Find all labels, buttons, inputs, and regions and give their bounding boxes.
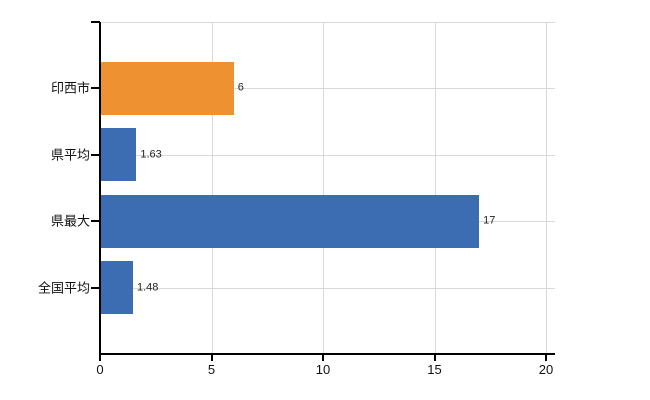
horizontal-gridline <box>100 287 555 289</box>
y-axis-tick <box>91 153 100 156</box>
y-axis-end-tick <box>91 21 100 23</box>
x-axis-tick <box>210 355 213 361</box>
bar-value-label: 1.48 <box>137 281 159 294</box>
vertical-gridline <box>546 22 547 354</box>
x-tick-label-5: 5 <box>207 362 216 377</box>
x-axis-tick <box>545 355 547 361</box>
bar-value-label: 1.63 <box>140 148 162 161</box>
x-axis-tick <box>433 355 436 361</box>
vertical-gridline <box>434 22 436 354</box>
category-label-県平均: 県平均 <box>50 147 90 163</box>
x-tick-label-0: 0 <box>96 362 104 377</box>
category-label-印西市: 印西市 <box>50 80 90 96</box>
y-axis-tick <box>91 87 100 90</box>
bar-県最大[interactable] <box>100 194 480 248</box>
bar-全国平均[interactable] <box>100 261 133 315</box>
x-tick-label-20: 20 <box>538 362 554 377</box>
y-axis-line <box>99 22 101 355</box>
plot-area: 6 1.63 17 1.48 <box>100 22 555 354</box>
bar-印西市[interactable] <box>100 61 234 115</box>
vertical-gridline <box>323 22 324 354</box>
x-axis-tick <box>99 355 101 361</box>
bar-value-label: 6 <box>237 81 244 94</box>
x-axis-tick <box>322 355 324 361</box>
horizontal-gridline <box>100 88 555 90</box>
x-tick-label-10: 10 <box>315 362 331 377</box>
vertical-gridline <box>211 22 213 354</box>
y-axis-tick <box>91 286 100 289</box>
bar-県平均[interactable] <box>100 128 137 182</box>
category-label-県最大: 県最大 <box>50 213 90 229</box>
plot-top-border <box>100 22 555 23</box>
bar-value-label: 17 <box>483 214 496 227</box>
category-label-全国平均: 全国平均 <box>37 280 90 296</box>
horizontal-gridline <box>100 154 555 156</box>
x-axis-line <box>100 353 555 355</box>
x-tick-label-15: 15 <box>427 362 442 377</box>
y-axis-tick <box>91 220 100 223</box>
